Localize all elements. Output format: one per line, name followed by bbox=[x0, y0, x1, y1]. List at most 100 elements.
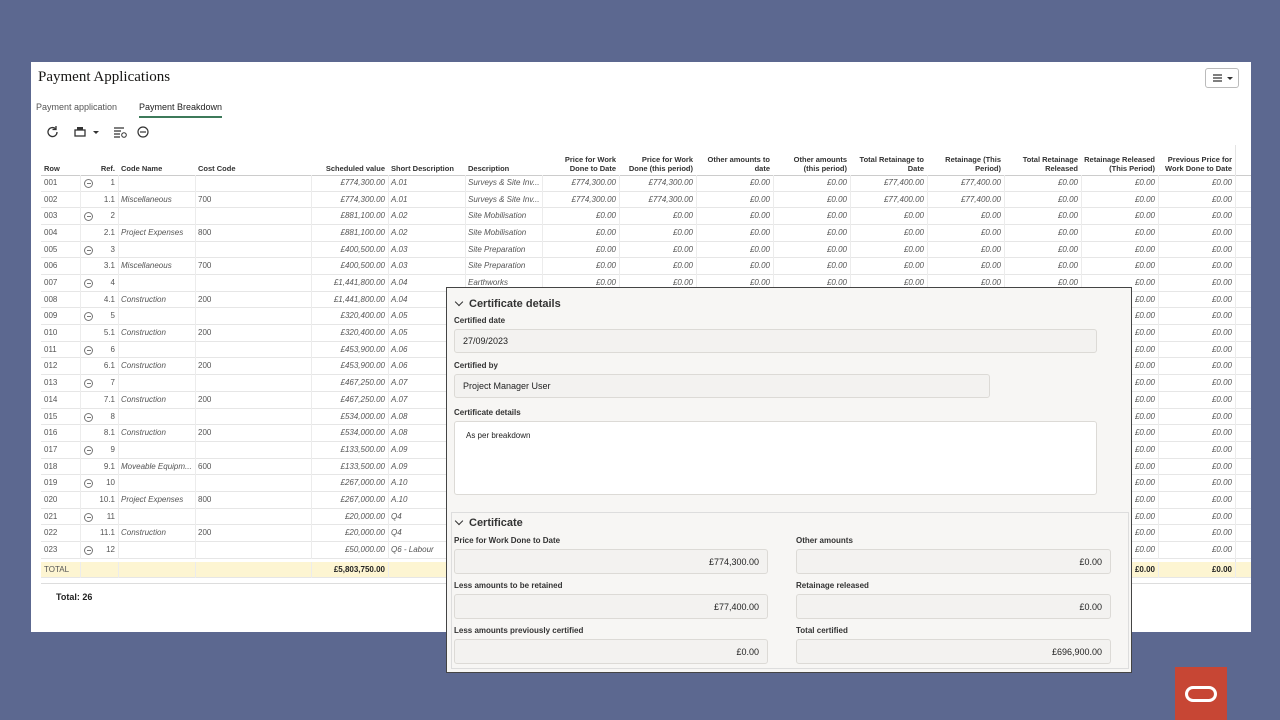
table-cell: £0.00 bbox=[1134, 344, 1155, 354]
table-cell: £0.00 bbox=[749, 261, 770, 271]
input[interactable]: £0.00 bbox=[796, 594, 1111, 619]
column-header: Total Retainage to Date bbox=[859, 155, 924, 173]
section-header[interactable]: Certificate details bbox=[469, 298, 561, 310]
cell-divider bbox=[773, 258, 774, 276]
input[interactable]: £696,900.00 bbox=[796, 639, 1111, 664]
cell-divider bbox=[542, 191, 543, 209]
table-cell: £0.00 bbox=[1057, 278, 1078, 288]
table-cell: 200 bbox=[198, 428, 212, 438]
cell-divider bbox=[1081, 208, 1082, 226]
cell-divider bbox=[619, 175, 620, 192]
cell-divider bbox=[1158, 191, 1159, 209]
table-cell: £0.00 bbox=[1134, 494, 1155, 504]
expand-toggle[interactable] bbox=[84, 312, 93, 322]
chevron bbox=[454, 297, 464, 307]
cell-divider bbox=[195, 525, 196, 542]
column-header: Retainage Released (This Period) bbox=[1084, 155, 1155, 173]
table-cell: 4.1 bbox=[103, 294, 115, 304]
cell-divider bbox=[1235, 391, 1236, 409]
expand-toggle[interactable] bbox=[84, 545, 93, 555]
cell-divider bbox=[388, 325, 389, 342]
cell-divider bbox=[465, 275, 466, 292]
cell-divider bbox=[927, 191, 928, 209]
table-cell: £0.00 bbox=[1134, 478, 1155, 488]
menu-button[interactable] bbox=[1205, 68, 1239, 88]
cell-divider bbox=[773, 225, 774, 242]
section-header[interactable]: Certificate bbox=[469, 517, 523, 529]
expand-toggle[interactable] bbox=[84, 512, 93, 522]
input[interactable]: £0.00 bbox=[454, 639, 768, 664]
expand-toggle[interactable] bbox=[84, 345, 93, 355]
expand-toggle[interactable] bbox=[84, 479, 93, 489]
table-cell: £320,400.00 bbox=[340, 328, 386, 338]
cell-divider bbox=[1235, 508, 1236, 526]
table-cell: £77,400.00 bbox=[883, 194, 924, 204]
cell-divider bbox=[195, 561, 196, 579]
cell-divider bbox=[850, 241, 851, 259]
table-cell: £0.00 bbox=[903, 278, 924, 288]
expand-toggle[interactable] bbox=[84, 245, 93, 255]
input[interactable]: Project Manager User bbox=[454, 374, 990, 398]
table-cell: £0.00 bbox=[1211, 228, 1232, 238]
table-cell: £0.00 bbox=[749, 228, 770, 238]
cell-divider bbox=[388, 275, 389, 292]
table-cell: 8.1 bbox=[103, 428, 115, 438]
input[interactable]: 27/09/2023 bbox=[454, 329, 1097, 353]
expand-toggle[interactable] bbox=[84, 212, 93, 222]
cell-divider bbox=[773, 191, 774, 209]
table-cell: £0.00 bbox=[903, 228, 924, 238]
input[interactable]: £774,300.00 bbox=[454, 549, 768, 574]
expand-toggle[interactable] bbox=[84, 279, 93, 289]
field-label: Certified date bbox=[454, 316, 506, 325]
cell-divider bbox=[542, 208, 543, 226]
collapse-icon[interactable] bbox=[137, 126, 149, 138]
cell-divider bbox=[388, 308, 389, 326]
field-label: Less amounts to be retained bbox=[454, 581, 563, 590]
table-cell: Construction bbox=[121, 428, 166, 438]
expand-toggle[interactable] bbox=[84, 179, 93, 188]
expand-toggle[interactable] bbox=[84, 412, 93, 422]
cell-divider bbox=[1004, 191, 1005, 209]
cell-divider bbox=[927, 225, 928, 242]
cell-divider bbox=[80, 561, 81, 579]
cell-divider bbox=[388, 225, 389, 242]
cell-divider bbox=[850, 225, 851, 242]
column-header: Other amounts to date bbox=[707, 155, 770, 173]
cell-divider bbox=[1158, 258, 1159, 276]
expand-toggle[interactable] bbox=[84, 379, 93, 389]
field-label: Retainage released bbox=[796, 581, 869, 590]
tab[interactable]: Payment application bbox=[36, 102, 118, 112]
cell-divider bbox=[80, 341, 81, 359]
expand-toggle[interactable] bbox=[84, 445, 93, 455]
cell-divider bbox=[311, 561, 312, 579]
cell-divider bbox=[388, 561, 389, 579]
cell-divider bbox=[1235, 341, 1236, 359]
table-cell: Q4 bbox=[391, 511, 402, 521]
cell-divider bbox=[619, 225, 620, 242]
cell-divider bbox=[80, 425, 81, 442]
table-cell: £0.00 bbox=[1211, 394, 1232, 404]
cell-divider bbox=[195, 441, 196, 459]
cell-divider bbox=[118, 241, 119, 259]
table-cell: £881,100.00 bbox=[340, 211, 386, 221]
cell-divider bbox=[1004, 241, 1005, 259]
table-cell: 200 bbox=[198, 294, 212, 304]
textarea[interactable]: As per breakdown bbox=[454, 421, 1097, 495]
input[interactable]: £0.00 bbox=[796, 549, 1111, 574]
cell-divider bbox=[80, 541, 81, 559]
cell-divider bbox=[696, 258, 697, 276]
tab-active[interactable]: Payment Breakdown bbox=[139, 102, 223, 118]
table-cell: £0.00 bbox=[595, 211, 616, 221]
refresh-icon[interactable] bbox=[47, 126, 58, 138]
table-cell: £0.00 bbox=[1211, 478, 1232, 488]
table-cell: £50,000.00 bbox=[344, 544, 385, 554]
cell-divider bbox=[465, 241, 466, 259]
print-icon[interactable] bbox=[74, 127, 99, 137]
table-cell: £774,300.00 bbox=[340, 178, 386, 187]
cell-divider bbox=[773, 208, 774, 226]
cell-divider bbox=[1004, 258, 1005, 276]
cell-divider bbox=[118, 408, 119, 426]
cell-divider bbox=[311, 191, 312, 209]
input[interactable]: £77,400.00 bbox=[454, 594, 768, 619]
filter-icon[interactable] bbox=[114, 127, 127, 138]
